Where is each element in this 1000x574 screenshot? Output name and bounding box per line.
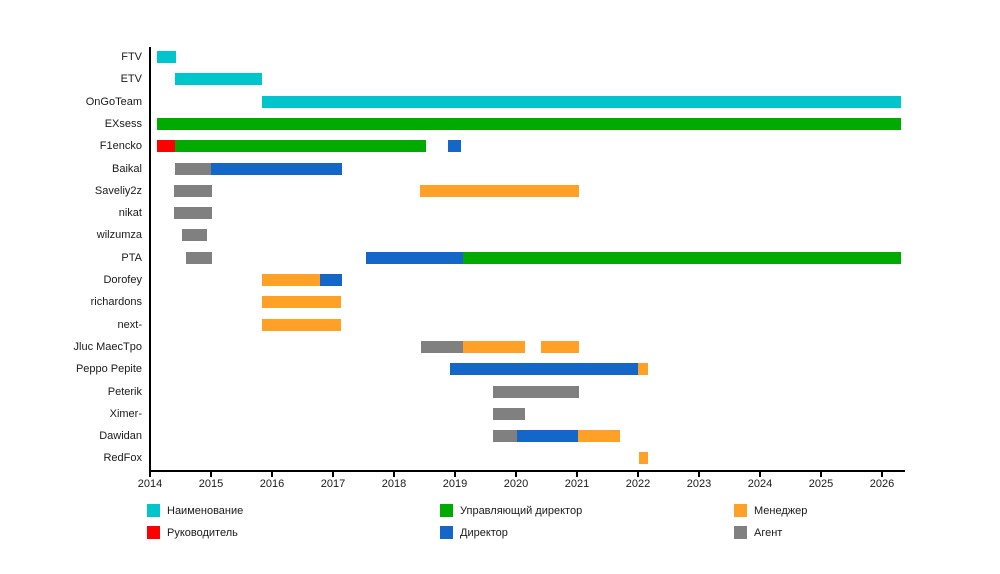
x-tick	[393, 472, 395, 477]
gantt-bar-agent	[492, 430, 518, 443]
gantt-bar-md	[175, 140, 426, 153]
x-tick-label: 2016	[259, 478, 285, 490]
legend-swatch-head	[147, 526, 160, 539]
legend-swatch-dir	[440, 526, 453, 539]
y-axis-line	[149, 47, 151, 470]
x-tick-label: 2020	[503, 478, 529, 490]
gantt-bar-dir	[365, 251, 463, 264]
gantt-bar-manager	[262, 274, 321, 286]
gantt-bar-dir	[448, 140, 462, 153]
task-label: Peterik	[107, 385, 142, 398]
legend-label-head: Руководитель	[167, 527, 238, 539]
task-label: Dawidan	[99, 430, 142, 443]
x-tick	[759, 472, 761, 477]
gantt-bar-head	[156, 140, 175, 153]
x-tick-label: 2022	[625, 478, 651, 490]
x-tick	[881, 472, 883, 477]
legend-label-md: Управляющий директор	[460, 505, 583, 517]
x-tick	[210, 472, 212, 477]
task-label: EXsess	[104, 117, 142, 130]
task-label: nikat	[118, 207, 142, 220]
gantt-bar-name	[175, 73, 263, 86]
x-tick-label: 2015	[198, 478, 224, 490]
gantt-bar-dir	[450, 363, 638, 376]
legend-label-name: Наименование	[167, 505, 244, 517]
gantt-bar-agent	[492, 385, 579, 398]
x-tick-label: 2018	[381, 478, 407, 490]
legend-label-agent: Агент	[754, 527, 783, 539]
legend-label-dir: Директор	[460, 527, 508, 539]
x-tick	[576, 472, 578, 477]
x-tick-label: 2026	[869, 478, 895, 490]
x-tick-label: 2017	[320, 478, 346, 490]
x-tick	[820, 472, 822, 477]
task-label: ETV	[120, 73, 142, 86]
task-label: Peppo Pepite	[75, 363, 142, 376]
task-label: Baikal	[112, 162, 142, 175]
x-tick-label: 2024	[747, 478, 773, 490]
legend-swatch-md	[440, 504, 453, 517]
gantt-bar-dir	[211, 162, 343, 175]
gantt-bar-name	[156, 51, 177, 63]
x-tick-label: 2023	[686, 478, 712, 490]
legend-swatch-agent	[734, 526, 747, 539]
x-tick-label: 2014	[137, 478, 163, 490]
gantt-bar-agent	[185, 251, 213, 264]
gantt-bar-agent	[175, 162, 211, 175]
x-axis-line	[149, 470, 905, 472]
x-tick	[332, 472, 334, 477]
gantt-bar-manager	[638, 363, 648, 376]
task-label: F1encko	[99, 140, 142, 153]
gantt-bar-dir	[320, 274, 343, 286]
task-label: OnGoTeam	[85, 95, 142, 108]
gantt-bar-agent	[173, 207, 213, 220]
gantt-bar-dir	[517, 430, 579, 443]
task-label: Dorofey	[103, 274, 142, 286]
x-tick	[515, 472, 517, 477]
task-label: wilzumza	[96, 229, 142, 242]
gantt-bar-name	[262, 95, 901, 108]
task-label: Ximer-	[109, 407, 142, 420]
x-tick	[637, 472, 639, 477]
task-label: FTV	[121, 51, 142, 63]
legend-swatch-manager	[734, 504, 747, 517]
gantt-bar-manager	[262, 318, 341, 331]
x-tick-label: 2025	[808, 478, 834, 490]
gantt-bar-agent	[173, 184, 213, 197]
gantt-bar-manager	[262, 296, 341, 309]
gantt-bar-md	[462, 251, 901, 264]
x-tick	[454, 472, 456, 477]
legend-label-manager: Менеджер	[754, 505, 808, 517]
gantt-bar-manager	[420, 184, 579, 197]
gantt-bar-manager	[541, 340, 579, 353]
x-tick-label: 2019	[442, 478, 468, 490]
gantt-bar-manager	[639, 452, 648, 465]
legend-swatch-name	[147, 504, 160, 517]
task-label: next-	[117, 318, 142, 331]
task-label: RedFox	[103, 452, 142, 465]
gantt-bar-agent	[181, 229, 207, 242]
task-label: Saveliy2z	[94, 184, 142, 197]
x-tick	[271, 472, 273, 477]
x-tick	[698, 472, 700, 477]
gantt-bar-agent	[420, 340, 463, 353]
gantt-bar-manager	[462, 340, 526, 353]
x-tick-label: 2021	[564, 478, 590, 490]
gantt-bar-agent	[492, 407, 526, 420]
task-label: Jluc MaecTpo	[73, 340, 142, 353]
task-label: richardons	[90, 296, 142, 309]
gantt-bar-manager	[578, 430, 620, 443]
gantt-bar-md	[156, 117, 901, 130]
task-label: PTA	[121, 251, 142, 264]
x-tick	[149, 472, 151, 477]
